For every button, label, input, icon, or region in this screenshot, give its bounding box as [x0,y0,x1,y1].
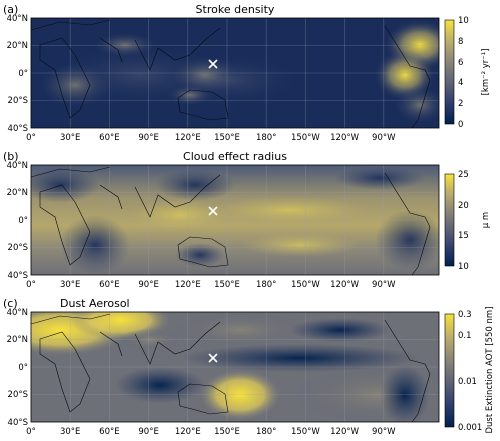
y-tick-label: 0° [18,216,28,226]
colorbar-a: 0 2 4 6 8 10 [km⁻² yr⁻¹] [444,16,491,130]
colorbar-tick-label: 2 [458,99,463,109]
y-tick-label: 40°N [7,308,28,318]
colorbar-gradient [444,19,455,125]
y-tick-label: 0° [18,69,28,79]
x-tick-label: 90°E [138,133,158,143]
x-tick-label: 60°E [99,280,119,290]
y-tick-label: 40°S [8,271,28,281]
colorbar-label-a: [km⁻² yr⁻¹] [481,49,491,96]
x-tick-label: 150°E [214,427,240,437]
panel-c: (c) Dust Aerosol [3,297,495,437]
panel-title-b: Cloud effect radius [183,150,287,163]
x-tick-label: 120°W [330,427,359,437]
colorbar-gradient [444,173,455,267]
panel-b: (b) Cloud effect radius [3,150,491,290]
heatmap-c [31,312,439,422]
x-tick-label: 120°E [175,133,201,143]
colorbar-tick-label: 10 [458,16,469,26]
colorbar-tick-label: 10 [458,262,469,272]
y-tick-label: 40°S [8,124,28,134]
x-tick-label: 120°E [175,427,201,437]
colorbar-tick-label: 8 [458,37,463,47]
colorbar-tick-label: 15 [458,231,469,241]
colorbar-gradient [444,313,455,428]
colorbar-tick-label: 0.001 [458,423,482,433]
x-tick-label: 90°W [372,280,396,290]
x-tick-label: 30°E [60,133,80,143]
colorbar-tick-label: 0 [458,120,463,130]
x-tick-label: 120°W [330,280,359,290]
coastlines-c [30,313,431,423]
x-tick-label: 0° [26,280,36,290]
marker-b [208,206,218,216]
x-tick-label: 90°W [372,427,396,437]
panel-title-a: Stroke density [196,3,275,16]
x-tick-label: 90°E [138,427,158,437]
y-tick-labels-a: 40°N 20°N 0° 20°S 40°S [7,14,28,134]
marker-c [208,353,218,363]
x-tick-label: 150°W [291,133,320,143]
x-tick-label: 150°E [214,280,240,290]
x-tick-labels-a: 0° 30°E 60°E 90°E 120°E 150°E 180° 150°W… [26,133,396,143]
y-tick-label: 20°N [7,41,28,51]
x-tick-label: 30°E [60,280,80,290]
y-tick-label: 20°N [7,188,28,198]
x-tick-label: 0° [26,427,36,437]
colorbar-tick-label: 4 [458,78,463,88]
x-tick-label: 150°E [214,133,240,143]
gridlines-a [31,18,439,128]
colorbar-b: 10 15 20 25 μ m [444,170,491,272]
colorbar-tick-label: 20 [458,201,469,211]
y-tick-label: 20°S [8,390,28,400]
y-tick-label: 20°S [8,96,28,106]
heatmap-b [31,165,439,275]
panel-label-c: (c) [3,297,18,310]
plot-frame-b [30,164,440,276]
panel-label-b: (b) [3,150,19,163]
y-tick-label: 20°S [8,243,28,253]
panel-a: (a) Stroke density [3,3,491,143]
y-tick-label: 40°N [7,14,28,24]
colorbar-tick-label: 6 [458,58,463,68]
colorbar-label-b: μ m [481,212,491,228]
panel-title-c: Dust Aerosol [60,297,130,310]
x-tick-label: 120°W [330,133,359,143]
x-tick-label: 30°E [60,427,80,437]
y-tick-label: 20°N [7,335,28,345]
y-tick-labels-b: 40°N 20°N 0° 20°S 40°S [7,161,28,281]
colorbar-tick-label: 25 [458,170,469,180]
x-tick-labels-c: 0° 30°E 60°E 90°E 120°E 150°E 180° 150°W… [26,427,396,437]
x-tick-label: 180° [256,427,276,437]
x-tick-labels-b: 0° 30°E 60°E 90°E 120°E 150°E 180° 150°W… [26,280,396,290]
panel-label-a: (a) [3,3,18,16]
x-tick-label: 180° [256,280,276,290]
x-tick-label: 0° [26,133,36,143]
heatmap-a [31,18,439,128]
y-tick-label: 40°S [8,418,28,428]
colorbar-tick-label: 0.3 [458,310,472,320]
colorbar-tick-label: 0.01 [458,377,477,387]
x-tick-label: 150°W [291,280,320,290]
x-tick-label: 60°E [99,427,119,437]
x-tick-label: 90°W [372,133,396,143]
coastlines-b [30,166,431,276]
coastlines-a [30,19,431,129]
marker-a [208,59,218,69]
x-tick-label: 60°E [99,133,119,143]
x-tick-label: 150°W [291,427,320,437]
x-tick-label: 120°E [175,280,201,290]
colorbar-c: 0.001 0.01 0.1 0.3 Dust Extinction AOT [… [444,306,495,434]
plot-frame-a [30,17,440,129]
plot-frame-c [30,311,440,423]
y-tick-label: 0° [18,363,28,373]
gridlines-c [31,312,439,422]
y-tick-label: 40°N [7,161,28,171]
colorbar-label-c: Dust Extinction AOT [550 nm] [485,306,495,433]
y-tick-labels-c: 40°N 20°N 0° 20°S 40°S [7,308,28,428]
x-tick-label: 90°E [138,280,158,290]
colorbar-tick-label: 0.1 [458,331,472,341]
gridlines-b [31,165,439,275]
x-tick-label: 180° [256,133,276,143]
